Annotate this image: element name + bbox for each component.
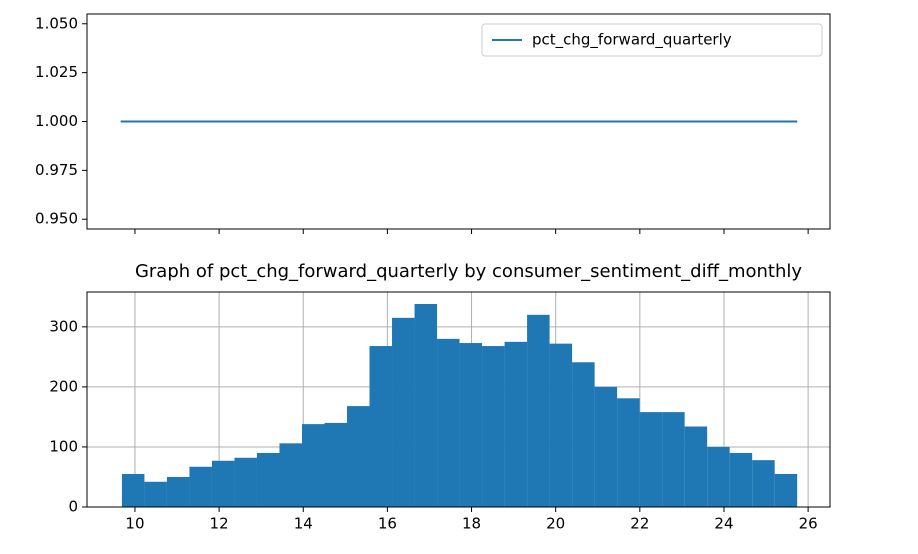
bar [684, 426, 708, 507]
bar [279, 443, 302, 507]
bar [662, 412, 685, 507]
x-tick-label: 12 [210, 515, 229, 533]
bar [459, 343, 483, 507]
axes-frame [86, 291, 831, 508]
bar [572, 362, 595, 507]
bar [166, 476, 190, 507]
bar [617, 398, 640, 507]
bar [234, 457, 257, 507]
x-tick-label: 24 [714, 515, 733, 533]
bar [527, 314, 550, 507]
bar [707, 446, 730, 507]
bar [324, 422, 348, 507]
x-tick-label: 18 [462, 515, 481, 533]
legend-label: pct_chg_forward_quarterly [532, 31, 732, 50]
y-tick-label: 0 [68, 498, 78, 516]
x-tick-label: 16 [378, 515, 397, 533]
y-tick-label: 1.025 [35, 63, 78, 81]
bar [392, 317, 415, 507]
bar [437, 338, 460, 507]
legend-box [481, 23, 823, 57]
y-tick-label: 1.050 [35, 14, 78, 32]
bar [752, 460, 775, 507]
bar [144, 481, 167, 507]
y-tick-label: 100 [49, 437, 78, 455]
x-tick-label: 10 [125, 515, 144, 533]
bar [414, 304, 438, 507]
y-tick-label: 0.950 [35, 210, 78, 228]
y-tick-label: 300 [49, 317, 78, 335]
bar [594, 386, 618, 507]
bar [347, 406, 370, 507]
bar [504, 341, 528, 507]
bar [549, 343, 573, 507]
chart-title: Graph of pct_chg_forward_quarterly by co… [135, 261, 802, 282]
x-tick-label: 14 [294, 515, 313, 533]
axes: Graph of pct_chg_forward_quarterly by co… [49, 261, 831, 533]
x-tick-label: 26 [799, 515, 818, 533]
bar [121, 473, 145, 507]
bar [482, 346, 505, 507]
bar [256, 452, 280, 507]
y-tick-label: 200 [49, 377, 78, 395]
bar [729, 452, 753, 507]
bar [301, 424, 325, 507]
bar [189, 466, 212, 507]
y-tick-label: 1.000 [35, 112, 78, 130]
bar [211, 460, 235, 507]
y-tick-label: 0.975 [35, 161, 78, 179]
bar [639, 412, 663, 507]
x-tick-label: 22 [630, 515, 649, 533]
axes: 0.950 0.975 1.000 1.025 1.050 pct_chg_forward… [35, 13, 831, 234]
bar [774, 473, 798, 507]
bar [369, 346, 393, 507]
x-tick-label: 20 [546, 515, 565, 533]
